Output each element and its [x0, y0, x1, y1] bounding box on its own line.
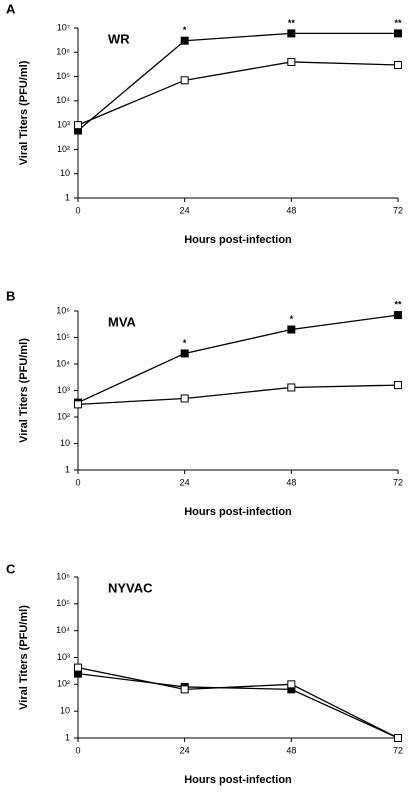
y-tick-label: 10²	[57, 411, 70, 421]
y-tick-label: 10⁵	[56, 332, 70, 342]
x-tick-label: 0	[75, 745, 80, 755]
series-line	[77, 673, 399, 739]
chart-title: MVA	[108, 314, 137, 329]
significance-annotation: *	[183, 338, 187, 348]
significance-annotation: **	[288, 18, 296, 28]
x-tick-label: 72	[393, 745, 403, 755]
y-tick-label: 10⁶	[56, 305, 70, 315]
panel-label: A	[6, 1, 16, 16]
data-point	[180, 76, 189, 85]
panel-label: C	[6, 561, 16, 576]
series-line	[77, 61, 399, 126]
data-point	[394, 734, 402, 742]
y-tick-label: 10⁵	[56, 71, 70, 81]
x-tick-label: 0	[75, 205, 80, 215]
series-line	[77, 314, 399, 404]
data-point	[180, 685, 189, 694]
data-point	[287, 325, 296, 334]
data-point	[74, 121, 82, 130]
significance-annotation: *	[183, 25, 187, 35]
y-axis-title: Viral Titers (PFU/ml)	[18, 60, 30, 165]
x-tick-label: 24	[180, 745, 190, 755]
y-tick-label: 10⁴	[56, 358, 70, 368]
y-tick-label: 1	[65, 732, 70, 742]
x-tick-label: 24	[180, 477, 190, 487]
panel-label: B	[6, 288, 15, 303]
y-tick-label: 10	[60, 438, 70, 448]
y-tick-label: 10²	[57, 144, 70, 154]
y-tick-label: 10²	[57, 679, 70, 689]
x-tick-label: 48	[286, 745, 296, 755]
chart-title: WR	[108, 31, 130, 46]
data-point	[287, 680, 296, 689]
data-point	[74, 663, 82, 672]
x-tick-label: 48	[286, 477, 296, 487]
significance-annotation: **	[394, 18, 402, 28]
series-line	[77, 384, 399, 406]
data-point	[180, 394, 189, 403]
x-axis-title: Hours post-infection	[184, 506, 292, 518]
data-point	[180, 36, 189, 45]
significance-annotation: **	[394, 299, 402, 309]
y-tick-label: 10⁷	[57, 22, 70, 32]
x-axis-title: Hours post-infection	[184, 234, 292, 246]
data-point	[394, 381, 402, 390]
data-point	[287, 383, 296, 392]
y-axis-title: Viral Titers (PFU/ml)	[18, 338, 30, 443]
x-tick-label: 0	[75, 477, 80, 487]
y-tick-label: 1	[65, 192, 70, 202]
chart-title: NYVAC	[108, 580, 153, 595]
y-tick-label: 10⁶	[56, 571, 70, 581]
data-point	[287, 29, 296, 38]
series-line	[77, 666, 399, 739]
x-tick-label: 48	[286, 205, 296, 215]
data-point	[287, 57, 296, 66]
y-tick-label: 1	[65, 464, 70, 474]
y-tick-label: 10³	[57, 120, 70, 130]
y-tick-label: 10³	[57, 385, 70, 395]
significance-annotation: *	[290, 314, 294, 324]
y-tick-label: 10⁶	[56, 47, 70, 57]
y-tick-label: 10	[60, 706, 70, 716]
x-tick-label: 24	[180, 205, 190, 215]
data-point	[394, 60, 402, 69]
y-axis-title: Viral Titers (PFU/ml)	[18, 605, 30, 710]
y-tick-label: 10⁴	[56, 95, 70, 105]
data-point	[394, 311, 402, 320]
y-tick-label: 10⁴	[56, 625, 70, 635]
y-tick-label: 10³	[57, 652, 70, 662]
x-tick-label: 72	[393, 205, 403, 215]
data-point	[394, 29, 402, 38]
series-line	[77, 32, 398, 132]
data-point	[74, 400, 82, 409]
y-tick-label: 10	[60, 168, 70, 178]
x-axis-title: Hours post-infection	[184, 774, 292, 786]
x-tick-label: 72	[393, 477, 403, 487]
y-tick-label: 10⁵	[56, 598, 70, 608]
data-point	[180, 349, 189, 358]
